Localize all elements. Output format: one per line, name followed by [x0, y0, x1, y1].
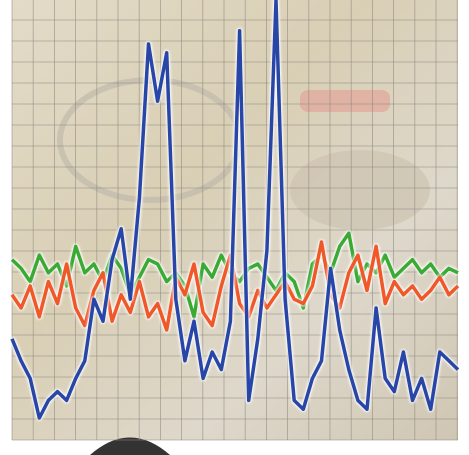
- plot: [10, 0, 460, 420]
- data-line: [10, 0, 460, 420]
- photo-shape: [57, 77, 243, 203]
- photo-shape: [290, 150, 430, 230]
- photo-shape: [90, 437, 170, 455]
- data-line: [10, 240, 460, 332]
- photo-shape: [300, 90, 390, 112]
